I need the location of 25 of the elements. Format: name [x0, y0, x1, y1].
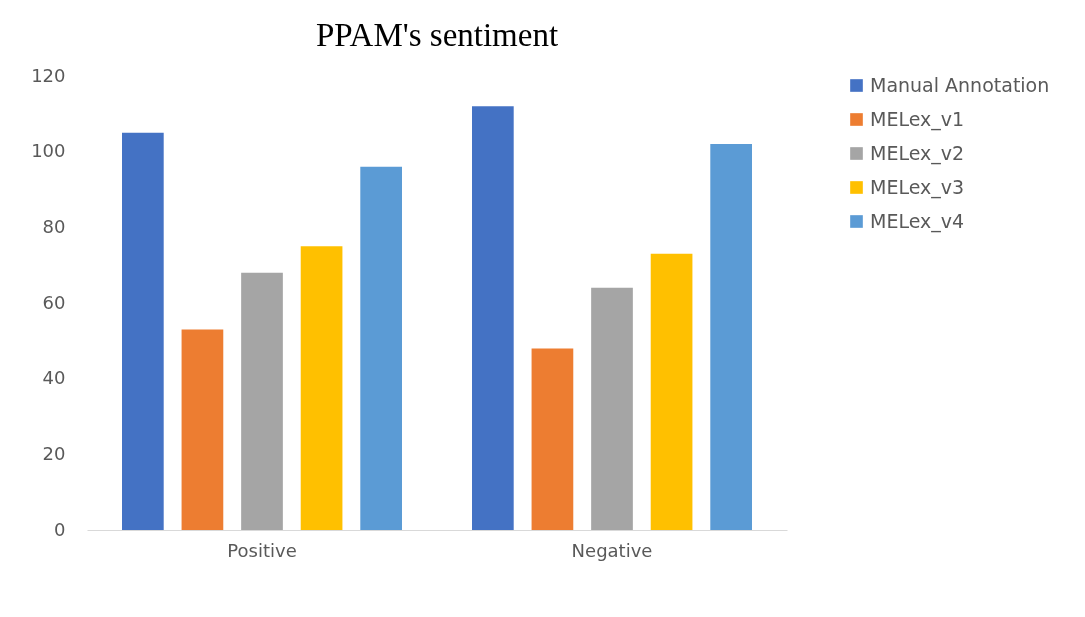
chart-title: PPAM's sentiment [315, 17, 559, 53]
legend-label: MELex_v1 [870, 107, 965, 131]
bar [650, 253, 693, 530]
y-tick-label: 40 [42, 367, 66, 389]
y-tick-label: 120 [31, 64, 66, 86]
y-tick-label: 60 [42, 291, 66, 313]
bar [122, 132, 164, 530]
y-tick-label: 80 [42, 215, 66, 237]
bar [360, 166, 402, 530]
legend-label: MELex_v4 [870, 209, 965, 233]
y-tick-label: 0 [54, 518, 66, 540]
bar [591, 287, 633, 530]
bar [531, 348, 574, 530]
bar [472, 106, 514, 530]
legend-label: MELex_v2 [870, 141, 965, 165]
x-tick-label: Negative [571, 539, 653, 561]
x-tick-label: Positive [227, 539, 297, 561]
legend-label: Manual Annotation [870, 73, 1050, 96]
bar [300, 246, 343, 530]
bar [241, 272, 283, 530]
bar [181, 329, 224, 530]
legend-label: MELex_v3 [870, 175, 965, 199]
y-tick-label: 20 [42, 442, 66, 464]
y-tick-label: 100 [31, 140, 66, 162]
bar [710, 144, 752, 530]
